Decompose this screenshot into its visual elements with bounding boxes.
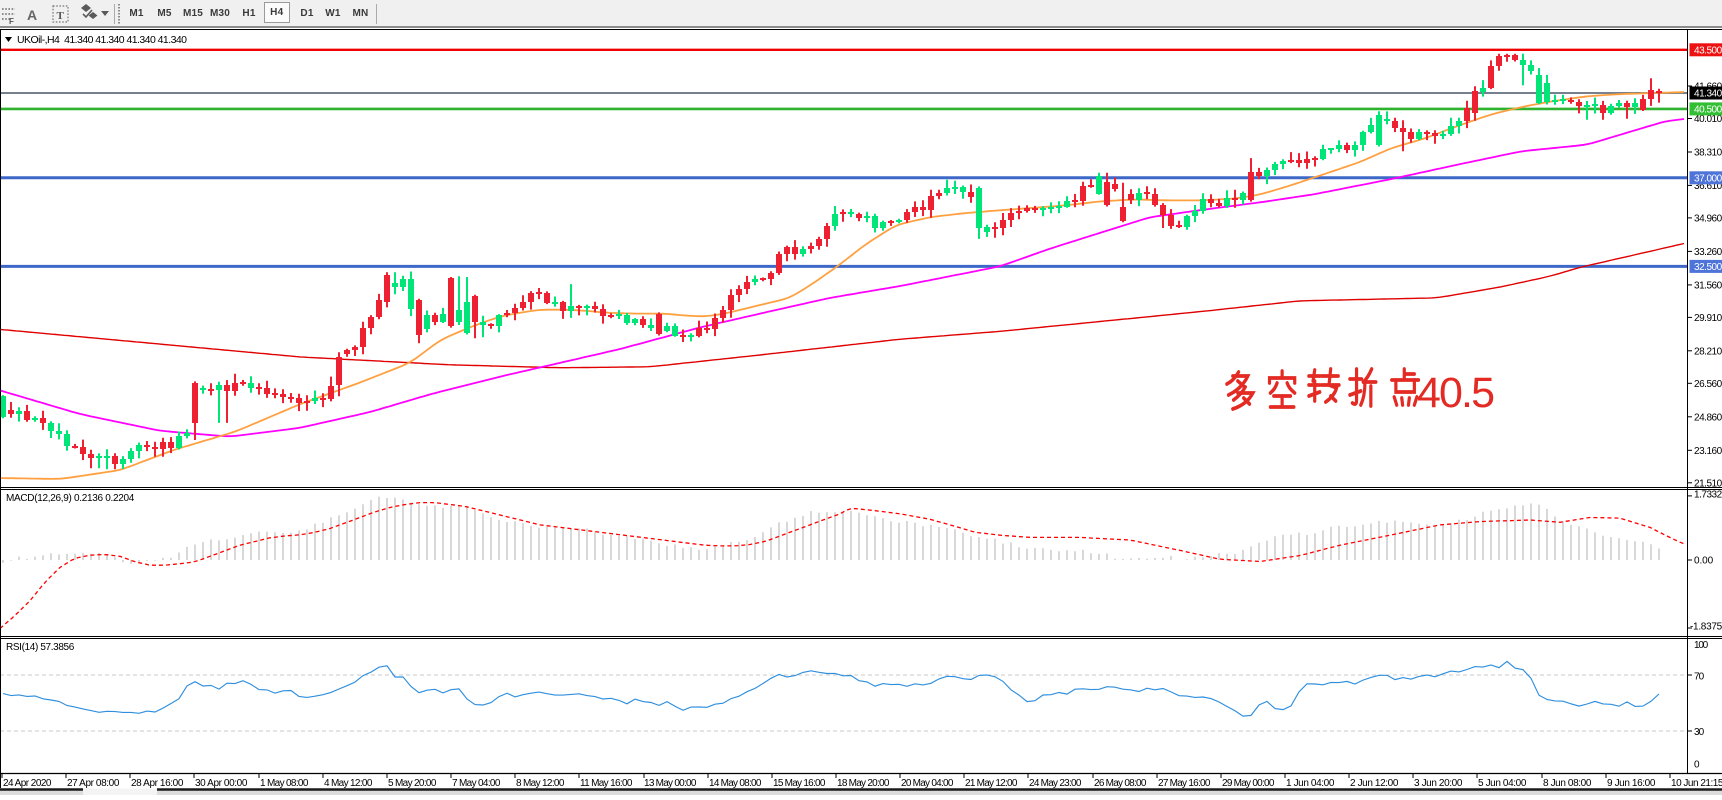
svg-text:33.260: 33.260 [1694, 247, 1722, 258]
svg-text:18 May 20:00: 18 May 20:00 [837, 778, 890, 789]
svg-text:T: T [57, 10, 65, 22]
svg-text:30 Apr 00:00: 30 Apr 00:00 [195, 778, 248, 789]
svg-text:1 May 08:00: 1 May 08:00 [260, 778, 309, 789]
svg-text:F: F [9, 17, 14, 26]
svg-text:5 Jun 04:00: 5 Jun 04:00 [1478, 778, 1527, 789]
svg-text:8 Jun 08:00: 8 Jun 08:00 [1543, 778, 1592, 789]
svg-text:28.210: 28.210 [1694, 346, 1722, 357]
svg-text:30: 30 [1694, 727, 1705, 738]
svg-text:29.910: 29.910 [1694, 313, 1722, 324]
svg-text:14 May 08:00: 14 May 08:00 [709, 778, 762, 789]
svg-text:41.340: 41.340 [1694, 89, 1722, 100]
svg-text:20 May 04:00: 20 May 04:00 [901, 778, 954, 789]
svg-text:34.960: 34.960 [1694, 213, 1722, 224]
svg-text:21 May 12:00: 21 May 12:00 [965, 778, 1018, 789]
svg-text:-1.8375: -1.8375 [1690, 622, 1722, 633]
svg-text:3 Jun 20:00: 3 Jun 20:00 [1414, 778, 1463, 789]
svg-text:0.00: 0.00 [1694, 556, 1714, 567]
svg-text:UKOil-,H4 41.340 41.340 41.34: UKOil-,H4 41.340 41.340 41.340 41.340 [17, 34, 187, 46]
svg-text:23.160: 23.160 [1694, 446, 1722, 457]
svg-text:9 Jun 16:00: 9 Jun 16:00 [1607, 778, 1656, 789]
svg-text:24 Apr 2020: 24 Apr 2020 [3, 778, 52, 789]
svg-text:13 May 00:00: 13 May 00:00 [644, 778, 697, 789]
svg-text:27 Apr 08:00: 27 Apr 08:00 [67, 778, 120, 789]
svg-text:24.860: 24.860 [1694, 412, 1722, 423]
svg-text:40.5: 40.5 [1417, 369, 1495, 417]
svg-text:1 Jun 04:00: 1 Jun 04:00 [1286, 778, 1335, 789]
svg-text:40.010: 40.010 [1694, 114, 1722, 125]
svg-text:70: 70 [1694, 672, 1705, 683]
svg-text:26 May 08:00: 26 May 08:00 [1094, 778, 1147, 789]
svg-text:37.000: 37.000 [1694, 173, 1722, 184]
svg-text:40.500: 40.500 [1694, 104, 1722, 115]
svg-text:43.500: 43.500 [1694, 45, 1722, 56]
svg-text:0: 0 [1694, 760, 1700, 771]
svg-text:RSI(14) 57.3856: RSI(14) 57.3856 [6, 642, 75, 653]
svg-text:32.500: 32.500 [1694, 262, 1722, 273]
svg-text:27 May 16:00: 27 May 16:00 [1158, 778, 1211, 789]
svg-text:8 May 12:00: 8 May 12:00 [516, 778, 565, 789]
svg-text:29 May 00:00: 29 May 00:00 [1222, 778, 1275, 789]
svg-text:15 May 16:00: 15 May 16:00 [773, 778, 826, 789]
svg-text:24 May 23:00: 24 May 23:00 [1029, 778, 1082, 789]
svg-text:28 Apr 16:00: 28 Apr 16:00 [131, 778, 184, 789]
svg-text:2 Jun 12:00: 2 Jun 12:00 [1350, 778, 1399, 789]
svg-text:4 May 12:00: 4 May 12:00 [324, 778, 373, 789]
svg-text:38.310: 38.310 [1694, 148, 1722, 159]
svg-text:26.560: 26.560 [1694, 379, 1722, 390]
svg-text:A: A [27, 7, 37, 23]
svg-text:31.560: 31.560 [1694, 280, 1722, 291]
svg-text:10 Jun 21:15: 10 Jun 21:15 [1671, 778, 1722, 789]
svg-text:11 May 16:00: 11 May 16:00 [580, 778, 633, 789]
svg-text:1.7332: 1.7332 [1694, 490, 1722, 501]
svg-text:100: 100 [1694, 640, 1709, 651]
svg-text:MACD(12,26,9) 0.2136 0.2204: MACD(12,26,9) 0.2136 0.2204 [6, 493, 135, 504]
svg-text:7 May 04:00: 7 May 04:00 [452, 778, 501, 789]
svg-text:5 May 20:00: 5 May 20:00 [388, 778, 437, 789]
